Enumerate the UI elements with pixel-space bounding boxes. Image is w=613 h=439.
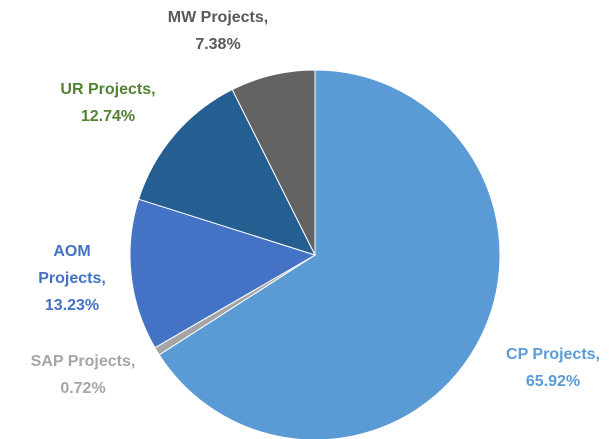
slice	[137, 88, 316, 256]
data-label: CP Projects, 65.92%	[483, 341, 613, 395]
slice	[231, 69, 316, 256]
label-name: SAP Projects,	[30, 353, 136, 370]
label-name: CP Projects,	[506, 346, 600, 363]
data-label: MW Projects, 7.38%	[138, 4, 298, 58]
label-name: AOM Projects,	[38, 243, 106, 287]
label-name: MW Projects,	[167, 9, 269, 26]
slice	[129, 198, 317, 349]
label-value: 13.23%	[44, 297, 100, 314]
data-label: SAP Projects, 0.72%	[3, 348, 163, 402]
label-value: 7.38%	[195, 36, 241, 53]
label-value: 65.92%	[525, 373, 581, 390]
data-label: AOM Projects, 13.23%	[32, 238, 112, 319]
label-value: 12.74%	[80, 108, 136, 125]
label-value: 0.72%	[60, 380, 106, 397]
label-name: UR Projects,	[60, 81, 156, 98]
data-label: UR Projects, 12.74%	[38, 76, 178, 130]
slice	[158, 69, 501, 439]
